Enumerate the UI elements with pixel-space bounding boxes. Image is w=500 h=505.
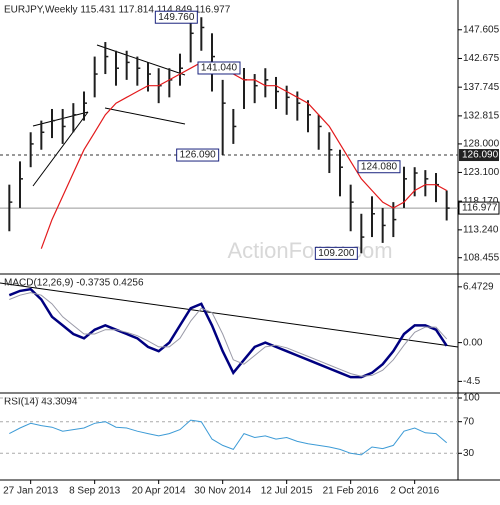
y-tick-label: 142.675 — [463, 53, 500, 64]
annotation-box — [314, 246, 358, 260]
y-tick-label: 147.605 — [463, 24, 500, 35]
series-line — [9, 292, 448, 377]
annotation-label: 149.760 — [158, 12, 195, 23]
x-tick-label: 20 Apr 2014 — [132, 486, 186, 497]
y-tick-label: 118.170 — [463, 196, 499, 207]
y-tick-label: 123.100 — [463, 167, 500, 178]
y-tick-label: 70 — [463, 416, 475, 427]
annotation-label: 141.040 — [201, 63, 238, 74]
level-label: 126.090 — [462, 150, 499, 161]
panel-title: RSI(14) 43.3094 — [4, 397, 78, 408]
trend-line — [32, 111, 89, 187]
panel-title: MACD(12,26,9) -0.3735 0.4256 — [4, 278, 144, 289]
chart-title: EURJPY,Weekly 115.431 117.814 114.849 11… — [4, 5, 231, 16]
annotation-label: 124.080 — [361, 161, 398, 172]
annotation-label: 109.200 — [318, 248, 355, 259]
x-tick-label: 8 Sep 2013 — [69, 486, 121, 497]
watermark: ActionForex.com — [227, 238, 392, 263]
y-tick-label: 30 — [463, 448, 475, 459]
series-line — [9, 419, 448, 456]
annotation-label: 126.090 — [180, 150, 217, 161]
level-box — [459, 149, 499, 162]
last-price-label: 116.977 — [462, 203, 498, 214]
annotation-box — [357, 160, 401, 174]
y-tick-label: 0.00 — [463, 337, 483, 348]
series-line — [8, 287, 448, 379]
x-tick-label: 27 Jan 2013 — [3, 486, 58, 497]
x-tick-label: 30 Nov 2014 — [194, 486, 251, 497]
y-tick-label: 100 — [463, 393, 480, 404]
annotation-box — [154, 10, 198, 24]
x-tick-label: 21 Feb 2016 — [323, 486, 380, 497]
x-tick-label: 12 Jul 2015 — [261, 486, 313, 497]
y-tick-label: 6.4729 — [463, 281, 494, 292]
y-tick-label: -4.5 — [463, 376, 481, 387]
y-tick-label: 137.745 — [463, 82, 500, 93]
series-line — [40, 61, 447, 249]
annotation-box — [176, 148, 220, 162]
last-price-box — [458, 201, 500, 215]
y-tick-label: 132.815 — [463, 111, 500, 122]
y-tick-label: 113.240 — [463, 224, 499, 235]
trend-line — [104, 107, 186, 125]
x-tick-label: 2 Oct 2016 — [390, 486, 439, 497]
trend-line — [0, 282, 459, 348]
annotation-box — [197, 61, 241, 75]
y-tick-label: 128.000 — [463, 139, 500, 150]
y-tick-label: 108.455 — [463, 252, 500, 263]
